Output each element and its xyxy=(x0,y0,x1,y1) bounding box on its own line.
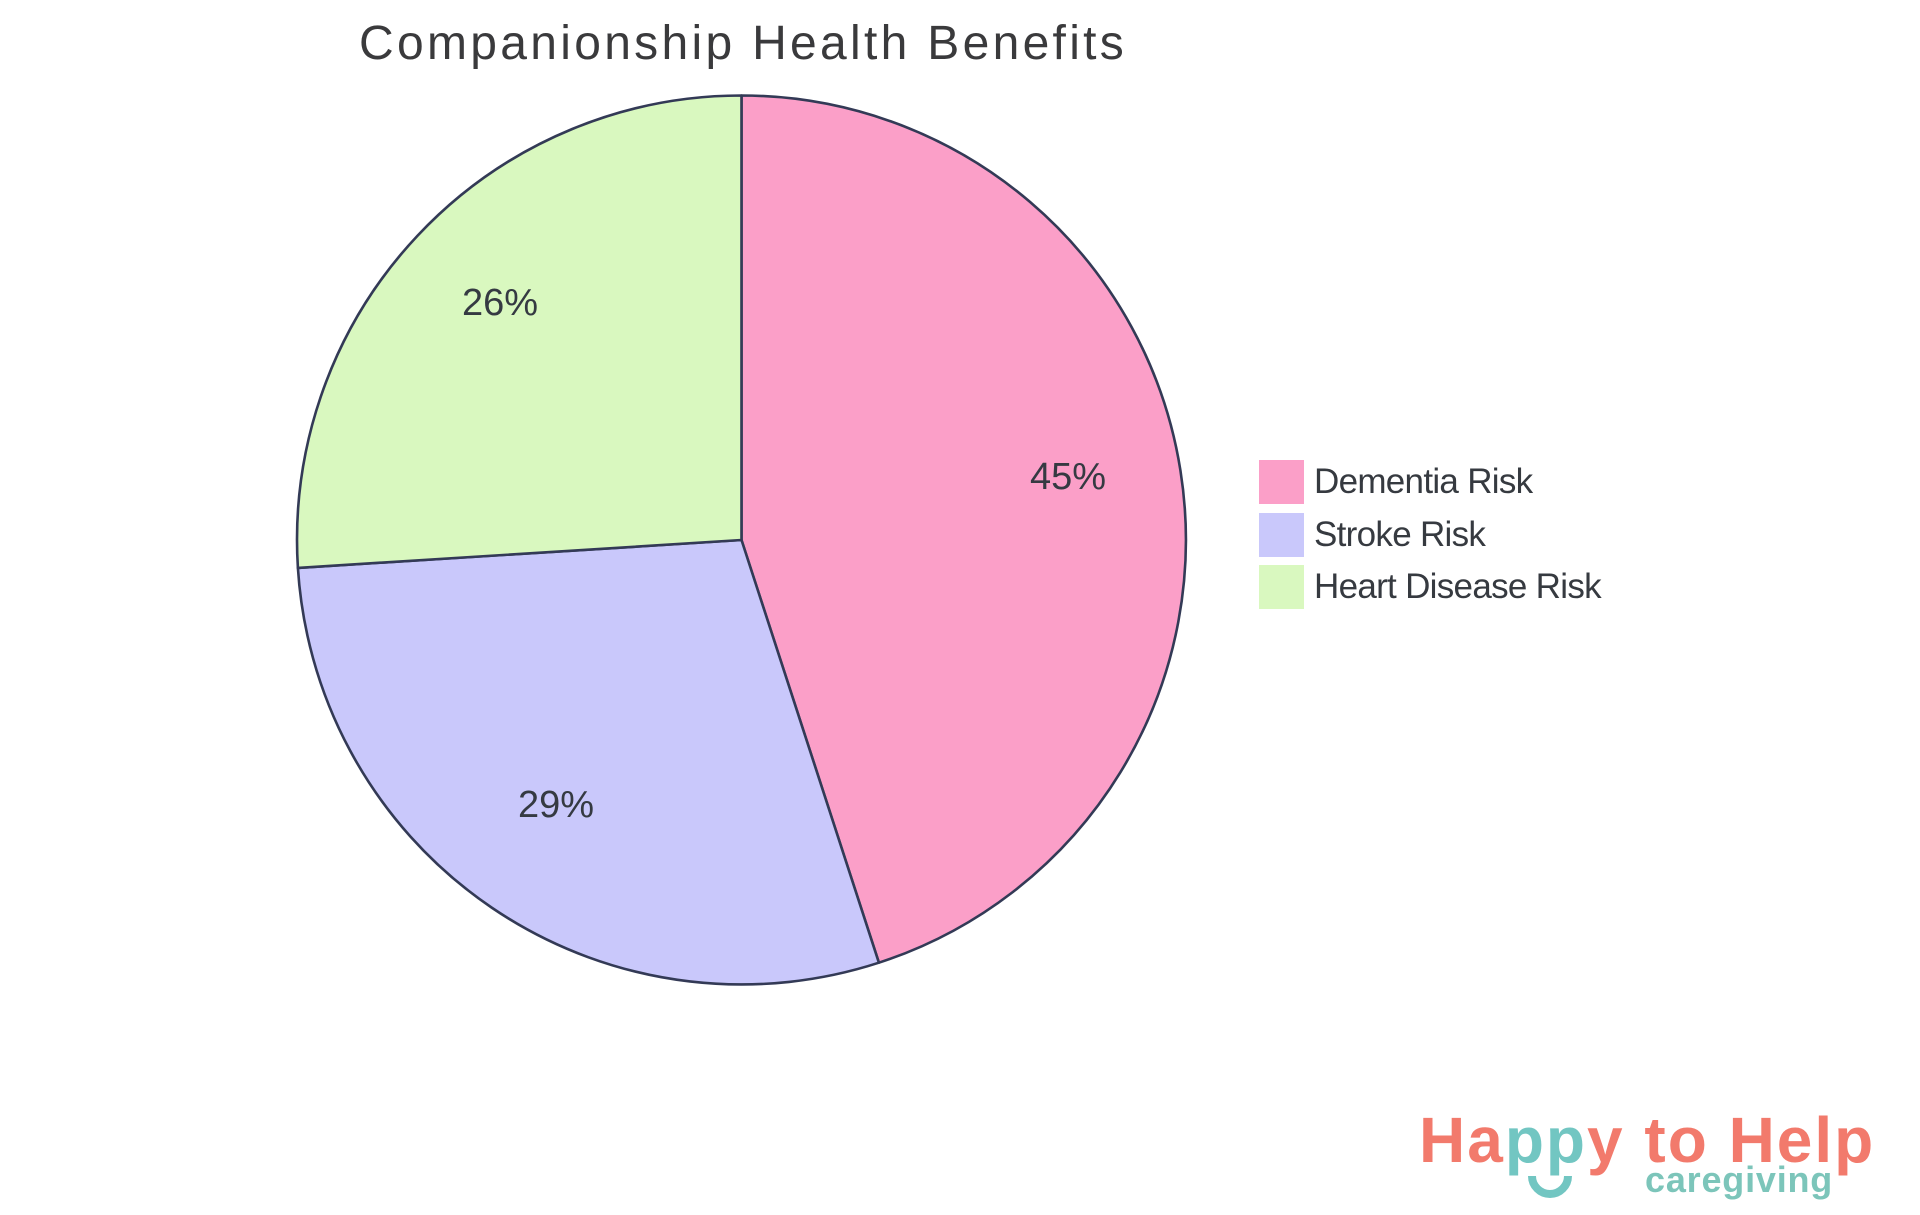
svg-text:26%: 26% xyxy=(462,282,538,324)
svg-text:29%: 29% xyxy=(518,784,594,826)
svg-text:45%: 45% xyxy=(1030,456,1106,498)
